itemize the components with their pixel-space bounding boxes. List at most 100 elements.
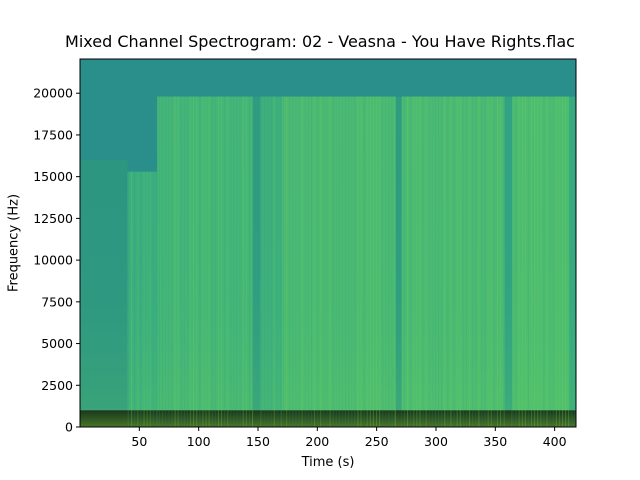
spectral-streak: [475, 96, 477, 427]
spectral-streak: [292, 96, 294, 427]
spectral-streak: [171, 96, 173, 427]
y-tick-label: 2500: [41, 378, 73, 393]
spectral-streak: [283, 96, 285, 427]
spectral-streak: [205, 96, 207, 427]
spectral-streak: [524, 96, 526, 427]
spectral-streak: [230, 96, 232, 427]
spectral-streak: [388, 96, 390, 427]
spectral-streak: [369, 96, 371, 427]
spectral-streak: [196, 96, 198, 427]
spectral-streak: [221, 96, 223, 427]
spectral-streak: [453, 96, 455, 427]
x-axis-ticks: 50 100 150 200 250 300 350 400: [131, 427, 567, 449]
spectral-streak: [422, 96, 424, 427]
spectral-streak: [323, 96, 325, 427]
spectral-streak: [534, 96, 536, 427]
spectral-streak: [242, 96, 244, 427]
spectral-streak: [295, 96, 297, 427]
spectral-streak: [428, 96, 430, 427]
spectral-streak: [574, 96, 576, 427]
spectral-streak: [391, 96, 393, 427]
spectral-streak: [214, 96, 216, 427]
y-tick-label: 7500: [41, 294, 73, 309]
spectral-streak: [515, 96, 517, 427]
spectral-streak: [199, 96, 201, 427]
x-tick-label: 350: [483, 434, 507, 449]
spectral-streak: [407, 96, 409, 427]
spectral-streak: [366, 96, 368, 427]
spectral-streak: [320, 96, 322, 427]
spectral-streak: [345, 96, 347, 427]
spectral-streak: [496, 96, 498, 427]
spectral-streak: [304, 96, 306, 427]
spectral-streak: [279, 96, 281, 427]
spectral-streak: [165, 96, 167, 427]
spectral-streak: [543, 96, 545, 427]
spectral-streak: [335, 96, 337, 427]
spectral-streak: [174, 96, 176, 427]
spectral-streak: [252, 96, 254, 427]
spectral-streak: [478, 96, 480, 427]
x-tick-label: 400: [543, 434, 567, 449]
spectral-streak: [490, 96, 492, 427]
spectral-streak: [434, 96, 436, 427]
spectral-streak: [146, 171, 148, 427]
x-tick-label: 300: [424, 434, 448, 449]
y-tick-label: 10000: [33, 253, 73, 268]
x-tick-label: 250: [365, 434, 389, 449]
spectral-streak: [332, 96, 334, 427]
spectral-streak: [546, 96, 548, 427]
y-tick-label: 15000: [33, 169, 73, 184]
spectral-streak: [177, 96, 179, 427]
spectral-streak: [431, 96, 433, 427]
spectral-streak: [438, 96, 440, 427]
spectral-streak: [186, 96, 188, 427]
spectral-streak: [264, 96, 266, 427]
spectral-streak: [326, 96, 328, 427]
axes-frame: [79, 58, 577, 428]
spectral-streak: [555, 96, 557, 427]
spectral-streak: [227, 96, 229, 427]
spectral-streak: [540, 96, 542, 427]
spectral-streak: [190, 96, 192, 427]
spectral-streak: [416, 96, 418, 427]
spectral-streak: [441, 96, 443, 427]
spectral-streak: [314, 96, 316, 427]
spectral-streak: [338, 96, 340, 427]
spectral-streak: [329, 96, 331, 427]
spectral-streak: [552, 96, 554, 427]
spectral-streak: [379, 96, 381, 427]
spectral-streak: [248, 96, 250, 427]
spectral-streak: [385, 96, 387, 427]
spectral-streak: [289, 96, 291, 427]
spectral-streak: [472, 96, 474, 427]
spectral-streak: [193, 96, 195, 427]
spectral-streak: [152, 171, 154, 427]
spectral-streak: [531, 96, 533, 427]
spectral-streak: [500, 96, 502, 427]
y-tick-label: 12500: [33, 211, 73, 226]
spectral-streak: [493, 96, 495, 427]
spectral-streak: [180, 96, 182, 427]
spectral-streak: [224, 96, 226, 427]
x-tick-label: 100: [187, 434, 211, 449]
spectral-streak: [469, 96, 471, 427]
x-axis-label: Time (s): [301, 455, 355, 470]
spectral-streak: [183, 96, 185, 427]
spectral-streak: [270, 96, 272, 427]
spectral-streak: [137, 171, 139, 427]
spectral-streak: [217, 96, 219, 427]
y-axis-ticks: 0 2500 5000 7500 10000 12500 15000 17500 20000: [33, 86, 80, 435]
spectral-streak: [143, 171, 145, 427]
spectral-streak: [128, 171, 130, 427]
spectral-streak: [512, 96, 514, 427]
spectral-streak: [447, 96, 449, 427]
spectral-streak: [394, 96, 396, 427]
spectral-streak: [267, 96, 269, 427]
x-tick-label: 50: [131, 434, 147, 449]
spectral-streak: [459, 96, 461, 427]
y-axis-label: Frequency (Hz): [6, 193, 22, 293]
spectral-streak: [276, 96, 278, 427]
